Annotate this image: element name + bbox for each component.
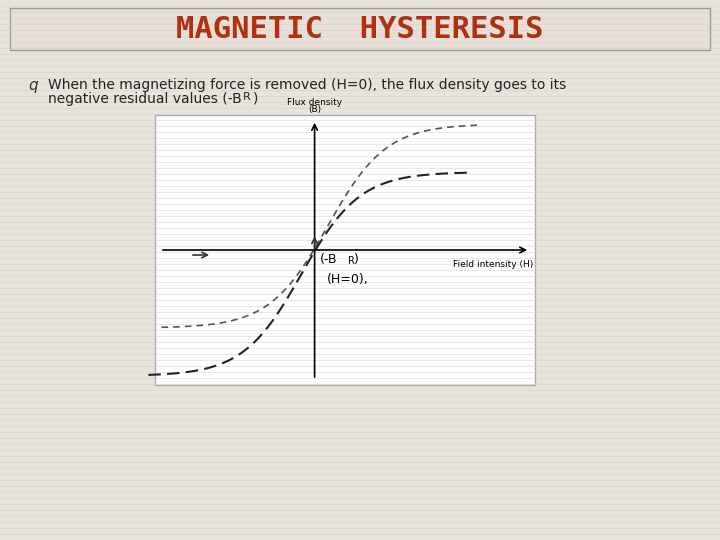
Text: ): ) [253, 92, 258, 106]
Text: negative residual values (-B: negative residual values (-B [48, 92, 242, 106]
FancyBboxPatch shape [10, 8, 710, 50]
Text: R: R [243, 92, 251, 102]
Text: Flux density: Flux density [287, 98, 342, 107]
Text: Field intensity (H): Field intensity (H) [453, 260, 533, 269]
Text: (H=0),: (H=0), [327, 273, 369, 287]
Text: (B): (B) [308, 105, 321, 114]
Text: When the magnetizing force is removed (H=0), the flux density goes to its: When the magnetizing force is removed (H… [48, 78, 566, 92]
Text: (-B: (-B [320, 253, 337, 266]
Text: MAGNETIC  HYSTERESIS: MAGNETIC HYSTERESIS [176, 15, 544, 44]
Text: q: q [28, 78, 37, 93]
FancyBboxPatch shape [155, 115, 535, 385]
Text: ): ) [354, 253, 359, 266]
Text: R: R [348, 256, 354, 266]
